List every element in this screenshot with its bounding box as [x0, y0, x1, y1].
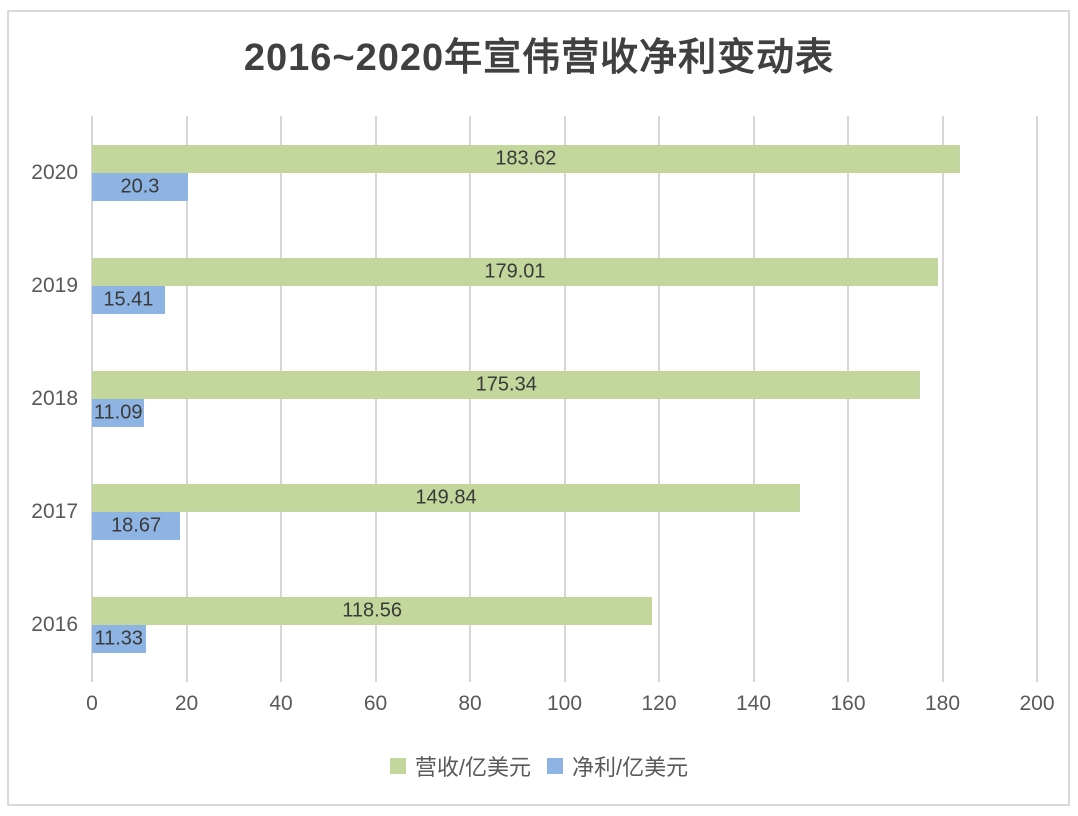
legend-item: 营收/亿美元 [389, 750, 531, 782]
y-axis-label: 2018 [31, 386, 78, 410]
legend-label: 净利/亿美元 [572, 755, 689, 780]
data-label: 183.62 [495, 147, 557, 170]
profit-bar: 20.3 [92, 172, 188, 201]
gridline [374, 116, 377, 682]
data-label: 11.33 [94, 627, 144, 650]
plot-rows: 2020 183.62 20.3 2019 179.01 15.41 2018 175.34 1… [31, 116, 1037, 682]
plot-area: 2020 183.62 20.3 2019 179.01 15.41 2018 175.34 1… [31, 116, 1038, 682]
x-tick-label: 80 [458, 692, 482, 715]
revenue-bar: 179.01 [92, 257, 938, 286]
x-tick-label: 180 [924, 692, 961, 715]
profit-bar: 18.67 [92, 512, 181, 541]
chart-title: 2016~2020年宣伟营收净利变动表 [243, 37, 835, 79]
x-tick-label: 60 [363, 692, 388, 715]
data-label: 18.67 [111, 514, 162, 537]
data-label: 149.84 [415, 486, 477, 509]
gridline [941, 116, 944, 682]
x-tick-label: 140 [735, 692, 772, 715]
x-tick-label: 120 [641, 692, 677, 715]
gridline [752, 116, 755, 682]
x-axis: 0 20 40 60 80 100 120 140 160 180 200 [86, 692, 1054, 720]
gridline [469, 116, 471, 682]
gridline [847, 116, 849, 682]
revenue-bar: 149.84 [92, 484, 800, 513]
profit-bar: 11.09 [92, 398, 145, 427]
chart-frame [7, 10, 1070, 806]
data-label: 11.09 [93, 401, 143, 424]
x-tick-label: 200 [1019, 692, 1055, 715]
data-label: 15.41 [103, 288, 154, 311]
profit-bar: 11.33 [92, 625, 146, 654]
data-label: 179.01 [484, 260, 546, 283]
data-label: 20.3 [120, 175, 160, 198]
x-tick-label: 100 [546, 692, 583, 715]
x-tick-label: 160 [830, 692, 866, 715]
revenue-bar: 183.62 [92, 144, 960, 173]
legend-item: 净利/亿美元 [547, 750, 688, 782]
x-tick-label: 40 [269, 692, 293, 715]
category-row: 2017 149.84 18.67 [31, 456, 1037, 569]
x-tick-label: 20 [174, 692, 199, 715]
y-axis-label: 2016 [31, 613, 78, 637]
revenue-bar: 175.34 [92, 370, 921, 399]
y-axis-label: 2019 [31, 273, 78, 297]
x-tick-label: 0 [86, 692, 98, 715]
category-row: 2020 183.62 20.3 [31, 116, 1037, 229]
category-row: 2019 179.01 15.41 [31, 229, 1037, 342]
profit-bar: 15.41 [92, 285, 165, 314]
data-label: 175.34 [475, 373, 537, 396]
y-axis-label: 2017 [31, 500, 78, 524]
legend-swatch-icon [547, 758, 563, 774]
legend-label: 营收/亿美元 [414, 755, 531, 780]
gridline [658, 116, 660, 682]
category-row: 2016 118.56 11.33 [31, 569, 1037, 682]
legend: 营收/亿美元 净利/亿美元 [0, 750, 1078, 782]
legend-swatch-icon [389, 758, 406, 774]
gridline [1036, 116, 1038, 682]
category-row: 2018 175.34 11.09 [31, 342, 1037, 455]
revenue-bar: 118.56 [92, 597, 653, 626]
gridline [280, 116, 282, 682]
gridline [185, 116, 188, 682]
data-label: 118.56 [342, 599, 402, 622]
y-axis-label: 2020 [31, 160, 78, 184]
gridline [563, 116, 566, 682]
